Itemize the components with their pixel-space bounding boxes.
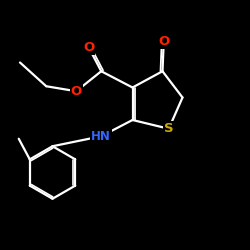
Text: O: O bbox=[158, 35, 170, 48]
Text: S: S bbox=[164, 122, 173, 135]
Text: O: O bbox=[83, 41, 94, 54]
Text: O: O bbox=[71, 85, 82, 98]
Text: HN: HN bbox=[91, 130, 111, 143]
